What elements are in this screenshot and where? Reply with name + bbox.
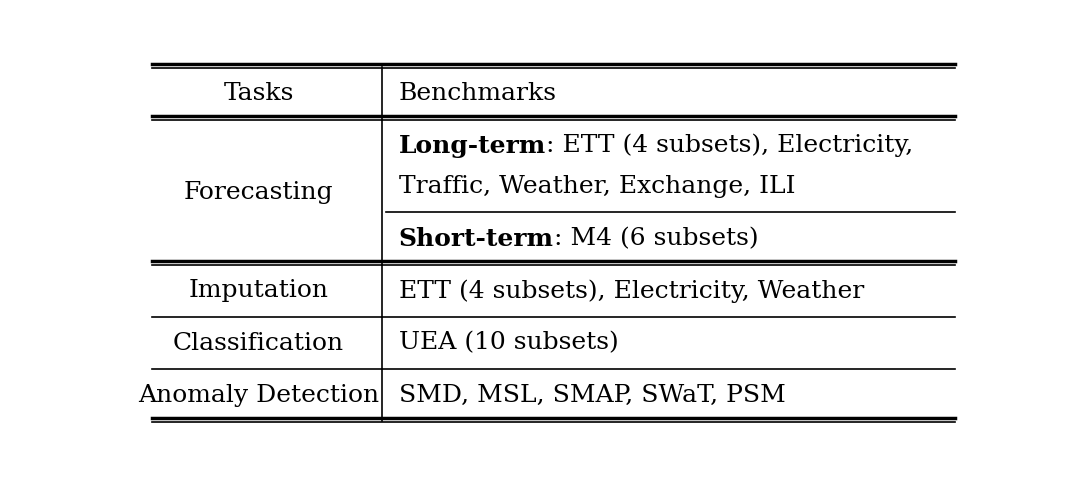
Text: Benchmarks: Benchmarks	[399, 82, 556, 105]
Text: Forecasting: Forecasting	[184, 181, 334, 204]
Text: Traffic, Weather, Exchange, ILI: Traffic, Weather, Exchange, ILI	[399, 175, 795, 198]
Text: : M4 (6 subsets): : M4 (6 subsets)	[554, 227, 758, 250]
Text: SMD, MSL, SMAP, SWaT, PSM: SMD, MSL, SMAP, SWaT, PSM	[399, 384, 785, 407]
Text: ETT (4 subsets), Electricity, Weather: ETT (4 subsets), Electricity, Weather	[399, 279, 864, 302]
Text: Classification: Classification	[173, 332, 345, 355]
Text: UEA (10 subsets): UEA (10 subsets)	[399, 332, 619, 355]
Text: Tasks: Tasks	[224, 82, 294, 105]
Text: Long-term: Long-term	[399, 134, 545, 158]
Text: Anomaly Detection: Anomaly Detection	[138, 384, 379, 407]
Text: Short-term: Short-term	[399, 227, 554, 251]
Text: : ETT (4 subsets), Electricity,: : ETT (4 subsets), Electricity,	[545, 134, 914, 157]
Text: Imputation: Imputation	[188, 279, 328, 302]
